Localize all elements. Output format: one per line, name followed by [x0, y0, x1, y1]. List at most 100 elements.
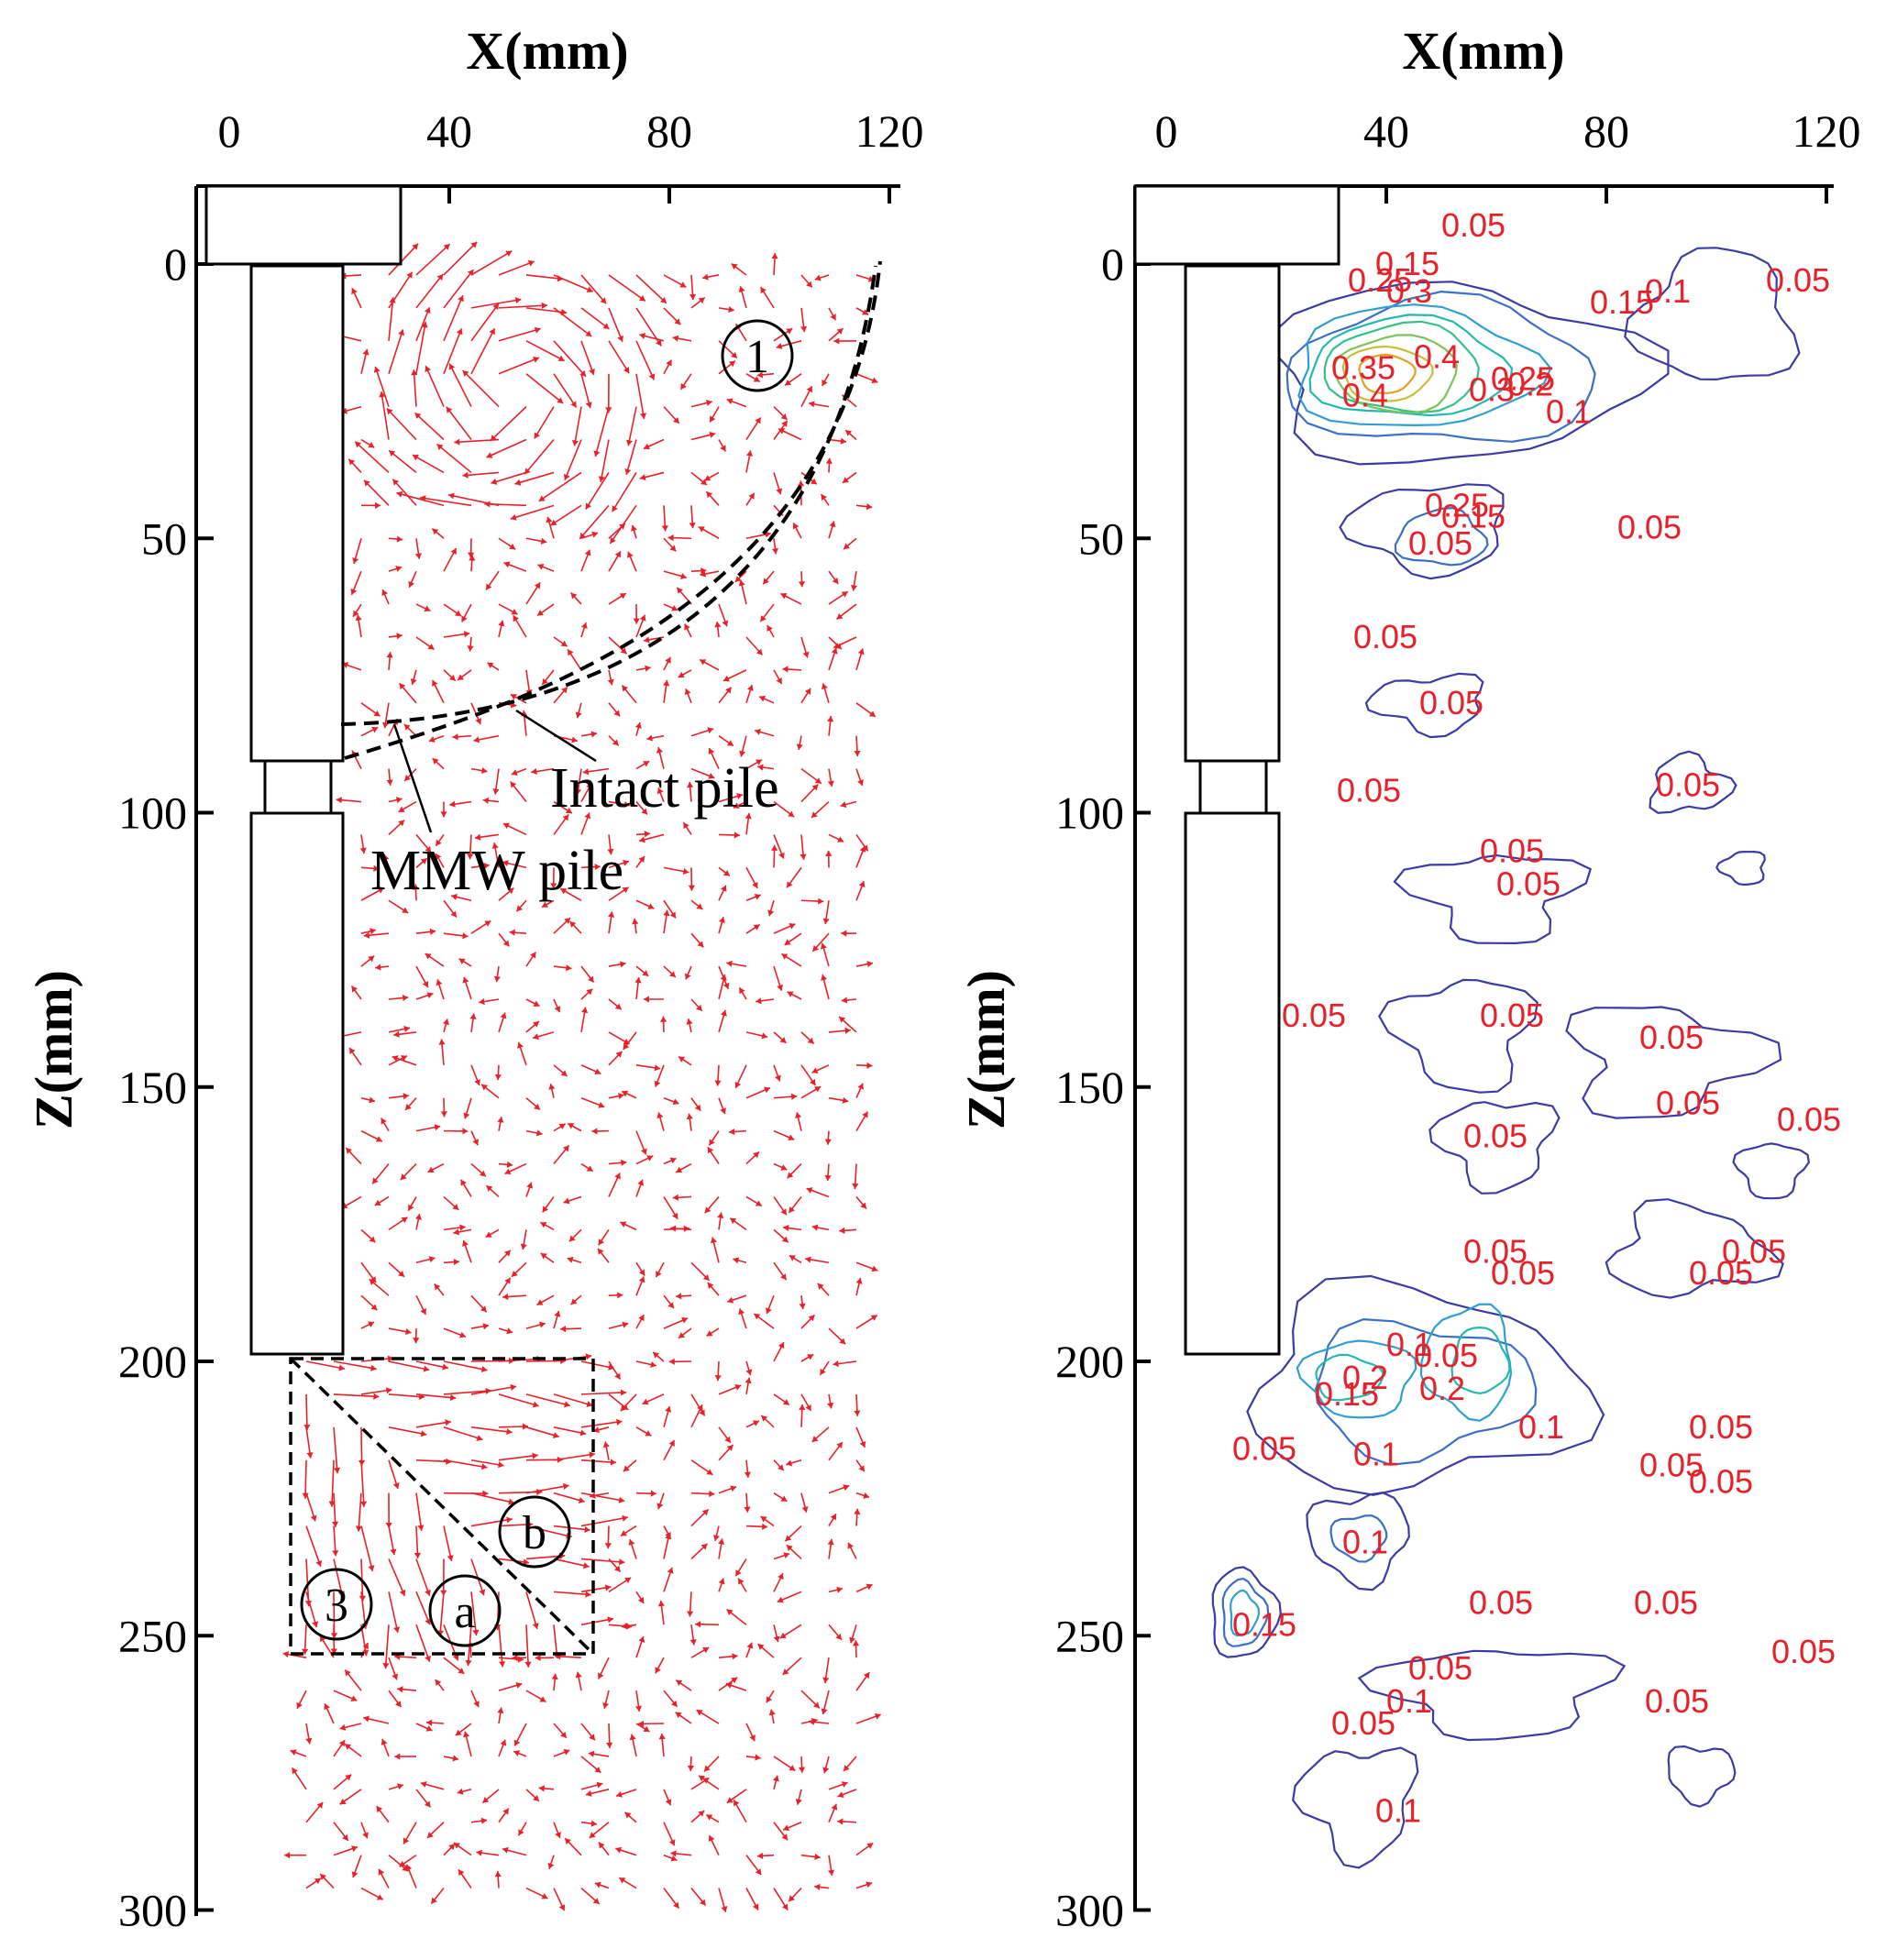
vector-arrow: [305, 1591, 319, 1628]
contour-value-label: 0.05: [1463, 1118, 1528, 1155]
vector-arrow: [388, 797, 403, 804]
vector-arrow: [745, 1523, 768, 1530]
vector-arrow: [624, 1811, 637, 1823]
vector-arrow: [825, 457, 833, 473]
vector-arrow: [718, 793, 744, 803]
vector-arrow: [745, 1086, 771, 1099]
vector-arrow: [388, 449, 417, 474]
x-tick-label: 80: [1583, 105, 1629, 157]
vector-arrow: [767, 624, 775, 638]
vector-arrow: [546, 516, 555, 539]
vector-arrow: [773, 472, 783, 495]
contour-value-label: 0.05: [1496, 864, 1561, 902]
vector-arrow: [344, 1743, 362, 1757]
vector-arrow: [580, 1558, 625, 1566]
vector-arrow: [608, 1292, 623, 1299]
vector-arrow: [620, 1221, 637, 1231]
contour-line: [1667, 1745, 1737, 1808]
vector-arrow: [718, 866, 731, 877]
vector-arrow: [789, 1254, 802, 1263]
vector-arrow: [593, 406, 610, 457]
vector-arrow: [388, 329, 405, 374]
vector-arrow: [855, 1426, 866, 1448]
vector-arrow: [709, 406, 720, 423]
vector-arrow: [663, 570, 688, 579]
vector-arrow: [771, 253, 778, 276]
vector-arrow: [563, 439, 582, 481]
vector-arrow: [635, 373, 647, 420]
vector-arrow: [659, 1016, 667, 1032]
vector-arrow: [795, 1789, 802, 1805]
vector-arrow: [608, 911, 615, 934]
vector-arrow: [435, 853, 445, 868]
vector-arrow: [336, 797, 362, 804]
contour-line: [1292, 1746, 1419, 1869]
vector-arrow: [570, 1294, 582, 1305]
vector-arrow: [524, 1624, 532, 1668]
vector-arrow: [517, 1041, 527, 1066]
vector-arrow: [705, 490, 720, 506]
vector-arrow: [553, 1393, 593, 1407]
vector-arrow: [467, 636, 474, 652]
vector-arrow: [734, 1558, 747, 1577]
vector-arrow: [811, 1064, 830, 1074]
vector-arrow: [608, 1159, 627, 1166]
vector-arrow: [443, 1657, 465, 1675]
vector-arrow: [635, 307, 662, 347]
vector-arrow: [498, 1012, 507, 1033]
vector-arrow: [415, 1124, 441, 1132]
vector-arrow: [386, 652, 393, 670]
vector-arrow: [773, 800, 795, 818]
vector-arrow: [360, 1887, 384, 1900]
vector-arrow: [398, 800, 417, 813]
vector-arrow: [828, 1441, 844, 1461]
vector-arrow: [420, 1780, 445, 1790]
vector-arrow: [718, 885, 727, 901]
vector-arrow: [707, 1282, 720, 1296]
vector-arrow: [375, 1805, 390, 1823]
vector-arrow: [360, 886, 385, 901]
vector-arrow: [733, 1799, 747, 1823]
vector-arrow: [585, 1789, 610, 1797]
vector-arrow: [427, 1162, 445, 1173]
vector-arrow: [291, 1767, 307, 1790]
vector-arrow: [580, 1514, 629, 1527]
vector-arrow: [381, 1738, 390, 1757]
vector-arrow: [443, 328, 463, 374]
vector-arrow: [470, 1383, 517, 1395]
vector-arrow: [436, 1591, 445, 1636]
vector-arrow: [580, 1756, 601, 1774]
vector-arrow: [855, 1583, 873, 1593]
vector-arrow: [718, 1485, 737, 1494]
vector-arrow: [690, 471, 708, 486]
vector-arrow: [699, 658, 720, 671]
vector-arrow: [443, 1258, 459, 1266]
vector-arrow: [470, 1591, 480, 1636]
vector-arrow: [718, 735, 734, 747]
vector-arrow: [745, 1754, 761, 1761]
vector-arrow: [388, 535, 403, 543]
vector-arrow: [580, 622, 588, 638]
vector-arrow: [412, 884, 420, 901]
vector-arrow: [635, 1276, 645, 1296]
vector-arrow: [511, 767, 527, 776]
vector-arrow: [513, 614, 527, 638]
vector-arrow: [580, 307, 610, 330]
vector-arrow: [415, 1624, 431, 1662]
vector-arrow: [821, 373, 830, 387]
vector-arrow: [608, 702, 621, 717]
vector-arrow: [485, 570, 500, 590]
vector-arrow: [678, 1327, 692, 1339]
vector-arrow: [525, 1690, 546, 1703]
vector-arrow: [676, 1293, 692, 1300]
vector-arrow: [373, 366, 390, 407]
vector-arrow: [305, 1360, 346, 1371]
vector-arrow: [498, 326, 541, 342]
vector-arrow: [690, 1646, 710, 1658]
vector-arrow: [773, 834, 785, 859]
vector-arrow: [800, 688, 811, 704]
vector-arrow: [635, 665, 651, 672]
vector-arrow: [800, 1314, 816, 1329]
vector-arrow: [608, 1393, 629, 1411]
vector-arrow: [744, 1459, 751, 1478]
